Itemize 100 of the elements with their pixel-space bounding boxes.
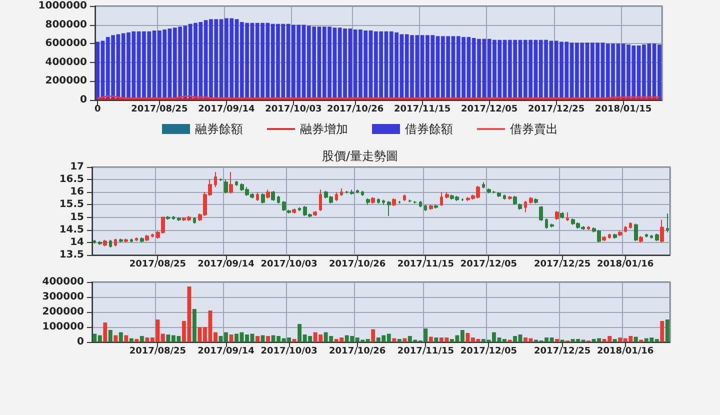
bar bbox=[124, 335, 128, 342]
x-tick-label: 2017/10/03 bbox=[265, 104, 322, 114]
candlestick bbox=[335, 192, 338, 202]
bar bbox=[134, 339, 139, 342]
y-tick-label: 15 bbox=[70, 212, 84, 223]
x-tick-label: 2017/11/15 bbox=[397, 346, 454, 356]
x-tick-label: 2017/12/25 bbox=[534, 346, 591, 356]
candlestick bbox=[319, 189, 322, 212]
candlestick bbox=[655, 233, 659, 242]
candlestick bbox=[214, 172, 217, 188]
legend-label: 融券增加 bbox=[300, 122, 348, 136]
candlestick bbox=[424, 204, 427, 212]
candlestick bbox=[618, 230, 622, 237]
y-tick-label: 16 bbox=[70, 186, 84, 198]
y-tick-label: 1000000 bbox=[38, 0, 88, 12]
bar bbox=[114, 335, 118, 342]
x-tick-label: 2017/10/26 bbox=[329, 346, 386, 356]
bar bbox=[256, 336, 260, 342]
y-tick-label: 17 bbox=[70, 162, 84, 172]
candlestick bbox=[666, 213, 669, 233]
candlestick bbox=[508, 195, 512, 200]
bar bbox=[192, 309, 196, 342]
x-tick-label: 2018/01/15 bbox=[595, 104, 652, 114]
y-tick-label: 400000 bbox=[42, 276, 84, 288]
candlestick bbox=[130, 238, 133, 243]
candlestick bbox=[434, 204, 438, 209]
x-tick-label: 2017/08/25 bbox=[131, 104, 188, 114]
bar bbox=[634, 336, 638, 342]
candlestick bbox=[497, 192, 501, 198]
candlestick bbox=[440, 192, 443, 206]
candlestick bbox=[392, 198, 396, 206]
bar bbox=[266, 336, 270, 342]
bar bbox=[660, 321, 664, 342]
bar bbox=[292, 339, 296, 342]
bar bbox=[118, 332, 123, 342]
x-tick-label: 2017/12/05 bbox=[460, 346, 518, 356]
x-tick-label: 2018/01/16 bbox=[597, 260, 654, 270]
candlestick bbox=[177, 216, 181, 222]
x-tick-label: 2017/10/26 bbox=[326, 104, 384, 114]
candlestick bbox=[503, 194, 506, 200]
candlestick bbox=[371, 196, 375, 204]
candlestick bbox=[513, 195, 517, 206]
y-tick-label: 200000 bbox=[45, 76, 88, 87]
bar bbox=[402, 338, 407, 342]
candlestick bbox=[140, 236, 144, 243]
candlestick bbox=[287, 209, 291, 214]
candlestick bbox=[292, 208, 296, 214]
candlestick bbox=[282, 200, 286, 212]
x-tick-label: 0 bbox=[94, 104, 101, 114]
candlestick bbox=[151, 233, 154, 238]
candlestick bbox=[539, 205, 543, 222]
bar bbox=[428, 336, 433, 342]
bar bbox=[371, 329, 376, 342]
y-tick-label: 0 bbox=[77, 336, 84, 348]
y-tick-label: 15.5 bbox=[59, 199, 84, 210]
candlestick bbox=[645, 233, 648, 238]
y-tick-label: 14 bbox=[70, 236, 84, 248]
candlestick bbox=[114, 238, 117, 247]
candlestick bbox=[429, 204, 433, 210]
candlestick bbox=[172, 216, 175, 220]
legend-label: 借券餘額 bbox=[405, 122, 453, 136]
y-tick-label: 200000 bbox=[42, 306, 84, 318]
candlestick bbox=[235, 180, 238, 186]
candlestick bbox=[271, 190, 275, 202]
candlestick bbox=[534, 198, 538, 204]
candlestick bbox=[361, 190, 364, 196]
x-tick-label: 2017/09/14 bbox=[198, 346, 254, 356]
candlestick bbox=[224, 179, 228, 194]
candlestick bbox=[93, 239, 96, 244]
y-tick-label: 16.5 bbox=[59, 174, 84, 186]
x-tick-label: 2017/10/03 bbox=[260, 260, 318, 270]
candlestick bbox=[518, 202, 522, 210]
bar bbox=[434, 338, 438, 342]
candlestick bbox=[266, 189, 270, 199]
candlestick bbox=[634, 223, 638, 242]
y-tick-label: 600000 bbox=[45, 38, 88, 50]
candlestick bbox=[313, 210, 317, 217]
candlestick bbox=[403, 194, 406, 202]
candlestick bbox=[135, 236, 138, 242]
candlestick bbox=[377, 198, 380, 204]
candlestick bbox=[387, 200, 391, 217]
candlestick bbox=[555, 210, 559, 220]
y-tick-label: 400000 bbox=[45, 56, 88, 68]
x-tick-label: 2018/01/16 bbox=[597, 346, 654, 356]
y-tick-label: 14.5 bbox=[59, 224, 84, 236]
candlestick bbox=[119, 238, 123, 243]
candlestick bbox=[602, 236, 606, 242]
candlestick bbox=[98, 240, 102, 246]
y-tick-label: 0 bbox=[80, 94, 88, 106]
bar bbox=[103, 322, 108, 342]
candlestick bbox=[550, 223, 554, 228]
candlestick bbox=[660, 219, 664, 243]
bar bbox=[612, 339, 617, 342]
x-tick-label: 2017/09/14 bbox=[198, 104, 255, 114]
candlestick bbox=[445, 192, 449, 199]
candlestick bbox=[524, 200, 527, 213]
chart-title: 股價/量走勢圖 bbox=[322, 149, 398, 163]
candlestick bbox=[639, 236, 643, 243]
candlestick bbox=[109, 239, 112, 248]
x-tick-label: 2017/10/03 bbox=[260, 346, 318, 356]
